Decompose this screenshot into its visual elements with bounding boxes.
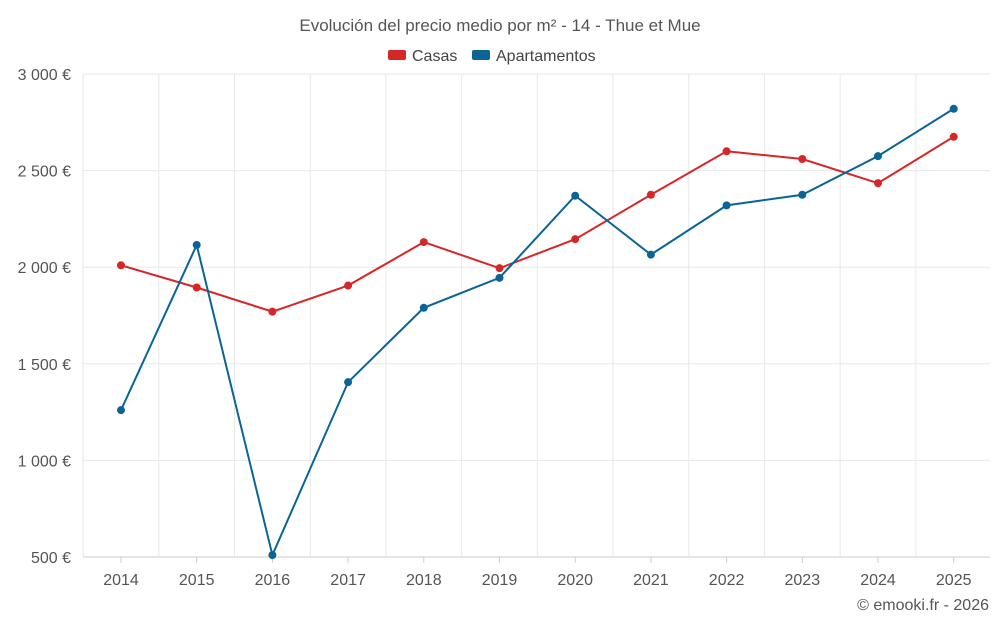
grid [82,73,990,558]
y-tick-label: 500 € [31,550,71,567]
x-tick-label: 2018 [406,572,442,589]
data-point-apartamentos[interactable] [344,378,353,387]
data-point-casas[interactable] [495,264,504,273]
data-point-apartamentos[interactable] [495,273,504,282]
x-axis: 2014 2015 2016 2017 2018 2019 2020 2021 2022 2023… [103,557,972,589]
data-point-apartamentos[interactable] [722,201,731,210]
legend[interactable]: Casas Apartamentos [388,48,596,65]
credit-text: © emooki.fr - 2026 [857,597,989,614]
x-tick-label: 2014 [103,572,139,589]
legend-swatch [472,50,490,60]
data-point-apartamentos[interactable] [419,303,428,312]
y-tick-label: 1 000 € [18,453,71,470]
data-point-casas[interactable] [419,238,428,247]
x-tick-label: 2020 [557,572,593,589]
y-axis: 500 € 1 000 € 1 500 € 2 000 € 2 500 € 3 000 € [18,67,71,567]
chart-title: Evolución del precio medio por m² - 14 -… [299,16,700,35]
series-line-casas [120,135,955,313]
data-point-apartamentos[interactable] [949,104,958,113]
data-point-casas[interactable] [798,155,807,164]
y-tick-label: 2 500 € [18,164,71,181]
y-tick-label: 2 000 € [18,260,71,277]
y-tick-label: 3 000 € [18,67,71,84]
legend-item-apartamentos[interactable]: Apartamentos [472,48,596,65]
data-point-apartamentos[interactable] [571,191,580,200]
x-tick-label: 2023 [785,572,821,589]
series-line-apartamentos [120,107,955,559]
data-point-casas[interactable] [344,281,353,290]
data-point-apartamentos[interactable] [192,240,201,249]
x-tick-label: 2017 [330,572,366,589]
data-point-casas[interactable] [646,190,655,199]
x-tick-label: 2019 [482,572,518,589]
data-point-casas[interactable] [268,307,277,316]
x-tick-label: 2021 [633,572,669,589]
legend-label: Apartamentos [496,48,596,65]
x-tick-label: 2015 [179,572,215,589]
data-point-apartamentos[interactable] [268,551,277,560]
x-tick-label: 2024 [860,572,896,589]
series-group [117,104,958,560]
x-tick-label: 2022 [709,572,745,589]
data-point-apartamentos[interactable] [646,250,655,259]
data-point-casas[interactable] [571,235,580,244]
data-point-casas[interactable] [192,283,201,292]
data-point-casas[interactable] [117,261,125,270]
y-tick-label: 1 500 € [18,357,71,374]
legend-swatch [388,50,406,60]
data-point-apartamentos[interactable] [798,190,807,199]
legend-item-casas[interactable]: Casas [388,48,457,65]
data-point-apartamentos[interactable] [117,406,125,415]
x-tick-label: 2016 [255,572,291,589]
data-point-casas[interactable] [874,179,882,188]
legend-label: Casas [412,48,457,65]
data-point-casas[interactable] [722,147,731,156]
x-tick-label: 2025 [936,572,972,589]
data-point-casas[interactable] [949,132,958,141]
data-point-apartamentos[interactable] [874,152,882,161]
